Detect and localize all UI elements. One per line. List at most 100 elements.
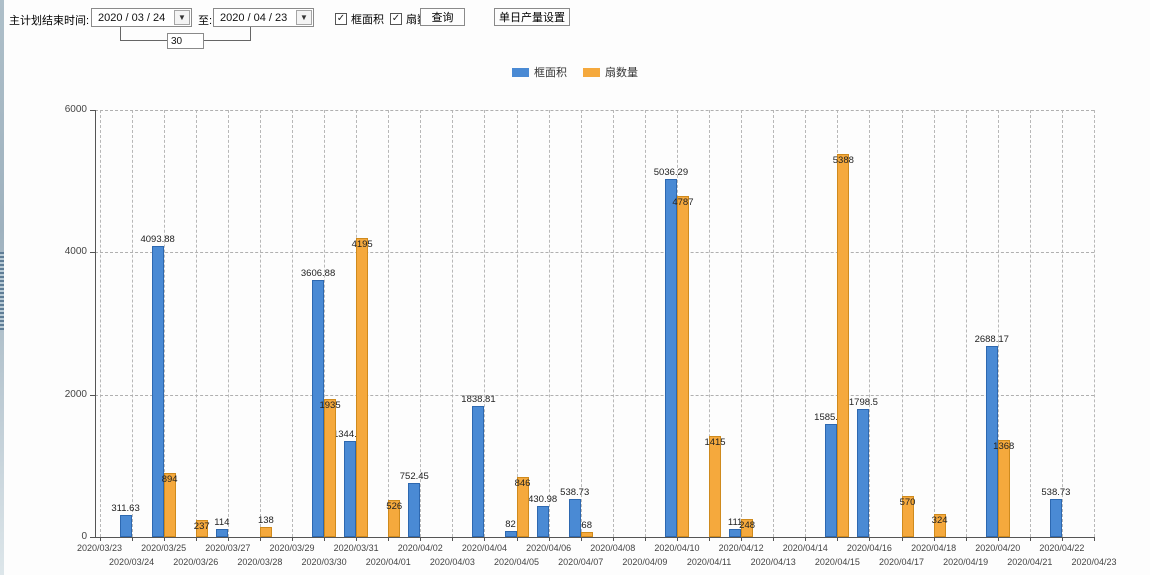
legend-label: 扇数量 (605, 67, 638, 79)
chevron-down-icon[interactable]: ▼ (296, 10, 312, 25)
grid-line-vertical (1094, 110, 1095, 537)
grid-line-vertical (965, 110, 967, 537)
bar-value-label: 4195 (351, 239, 373, 251)
checkbox-frame-area-label: 框面积 (351, 14, 384, 26)
bar-value-label: 237 (193, 521, 210, 533)
bar-扇数量 (933, 513, 946, 537)
x-axis-label: 2020/04/20 (975, 543, 1021, 553)
x-axis-tick (805, 537, 807, 541)
y-axis-label: 2000 (64, 388, 87, 400)
bar-扇数量 (356, 238, 369, 537)
bar-扇数量 (997, 439, 1010, 537)
bar-扇数量 (516, 476, 529, 537)
x-axis-label: 2020/03/26 (173, 557, 219, 567)
chevron-down-icon[interactable]: ▼ (174, 10, 190, 25)
x-axis-label: 2020/04/06 (526, 543, 572, 553)
x-axis-label: 2020/03/29 (269, 543, 315, 553)
x-axis-tick (452, 537, 454, 541)
end-date-value: 2020 / 04 / 23 (220, 11, 288, 24)
x-axis-tick (259, 537, 261, 541)
connector-line (250, 27, 251, 41)
y-axis-label: 4000 (64, 246, 87, 258)
x-axis-tick (163, 537, 165, 541)
bar-value-label: 1935 (319, 400, 341, 412)
x-axis-tick (1061, 537, 1063, 541)
bar-扇数量 (580, 532, 593, 537)
grid-line-vertical (484, 110, 486, 537)
x-axis-tick (227, 537, 229, 541)
splitter-grip-icon[interactable] (0, 252, 4, 330)
interval-days-input[interactable]: 30 (167, 33, 204, 49)
connector-line (204, 40, 251, 41)
to-label: 至: (198, 15, 213, 27)
grid-line-vertical (997, 110, 999, 537)
x-axis-tick (837, 537, 839, 541)
x-axis-tick (516, 537, 518, 541)
bar-value-label: 1368 (993, 440, 1015, 452)
x-axis-tick (548, 537, 550, 541)
x-axis-tick (773, 537, 775, 541)
legend-item-fan-count: 扇数量 (583, 64, 638, 80)
grid-line-vertical (548, 110, 550, 537)
x-axis (95, 537, 1095, 538)
x-axis-label: 2020/04/11 (686, 557, 732, 567)
bar-value-label: 1798.5 (848, 397, 878, 408)
grid-line-vertical (933, 110, 935, 537)
bar-框面积 (504, 531, 517, 537)
x-axis-label: 2020/04/17 (878, 557, 925, 567)
grid-line-horizontal (95, 110, 1094, 111)
start-date-picker[interactable]: 2020 / 03 / 24 ▼ (91, 8, 192, 27)
bar-框面积 (536, 506, 549, 537)
grid-line-vertical (195, 110, 197, 537)
bar-value-label: 846 (514, 477, 531, 489)
bar-value-label: 894 (161, 474, 178, 486)
x-axis-label: 2020/04/05 (494, 557, 540, 567)
x-axis-label: 2020/04/14 (782, 543, 828, 553)
legend-label: 框面积 (534, 67, 567, 79)
grid-line-vertical (420, 110, 422, 537)
x-axis-label: 2020/04/01 (365, 557, 411, 567)
daily-output-settings-button[interactable]: 单日产量设置 (494, 8, 570, 26)
x-axis-tick (997, 537, 999, 541)
grid-line-vertical (516, 110, 518, 537)
grid-line-vertical (644, 110, 646, 537)
checkbox-icon[interactable] (335, 13, 347, 25)
x-axis-label: 2020/04/07 (558, 557, 604, 567)
bar-value-label: 1585.96 (814, 412, 849, 424)
bar-value-label: 4787 (672, 197, 694, 209)
bar-value-label: 430.98 (528, 494, 558, 506)
bar-value-label: 526 (386, 500, 403, 512)
bar-扇数量 (388, 499, 401, 537)
x-axis-tick (644, 537, 646, 541)
bar-框面积 (729, 529, 742, 537)
x-axis-tick (484, 537, 486, 541)
y-axis-tick (90, 110, 95, 111)
x-axis-label: 2020/03/30 (301, 557, 347, 567)
grid-line-vertical (1029, 110, 1031, 537)
bar-value-label: 114 (214, 516, 230, 528)
x-axis-label: 2020/04/21 (1007, 557, 1053, 567)
x-axis-label: 2020/04/15 (814, 557, 860, 567)
x-axis-label: 2020/04/04 (461, 543, 507, 553)
bar-框面积 (985, 345, 998, 537)
x-axis-label: 2020/04/08 (590, 543, 636, 553)
end-date-picker[interactable]: 2020 / 04 / 23 ▼ (213, 8, 314, 27)
grid-line-vertical (901, 110, 903, 537)
checkbox-frame-area[interactable]: 框面积 (335, 11, 384, 27)
bar-value-label: 1838.81 (461, 394, 496, 406)
x-axis-tick (933, 537, 935, 541)
grid-line-vertical (452, 110, 454, 537)
bar-扇数量 (259, 527, 272, 537)
x-axis-label: 2020/04/16 (846, 543, 892, 553)
query-button[interactable]: 查询 (420, 8, 465, 26)
y-axis-label: 6000 (64, 104, 87, 115)
bar-value-label: 311.63 (111, 502, 140, 514)
left-splitter-bar[interactable] (0, 0, 4, 575)
checkbox-icon[interactable] (390, 13, 402, 25)
bar-value-label: 5036.29 (653, 166, 689, 178)
bar-框面积 (472, 406, 485, 537)
grid-line-vertical (388, 110, 390, 537)
x-axis-tick (901, 537, 903, 541)
x-axis-label: 2020/04/10 (654, 543, 700, 553)
grid-line-vertical (773, 110, 775, 537)
